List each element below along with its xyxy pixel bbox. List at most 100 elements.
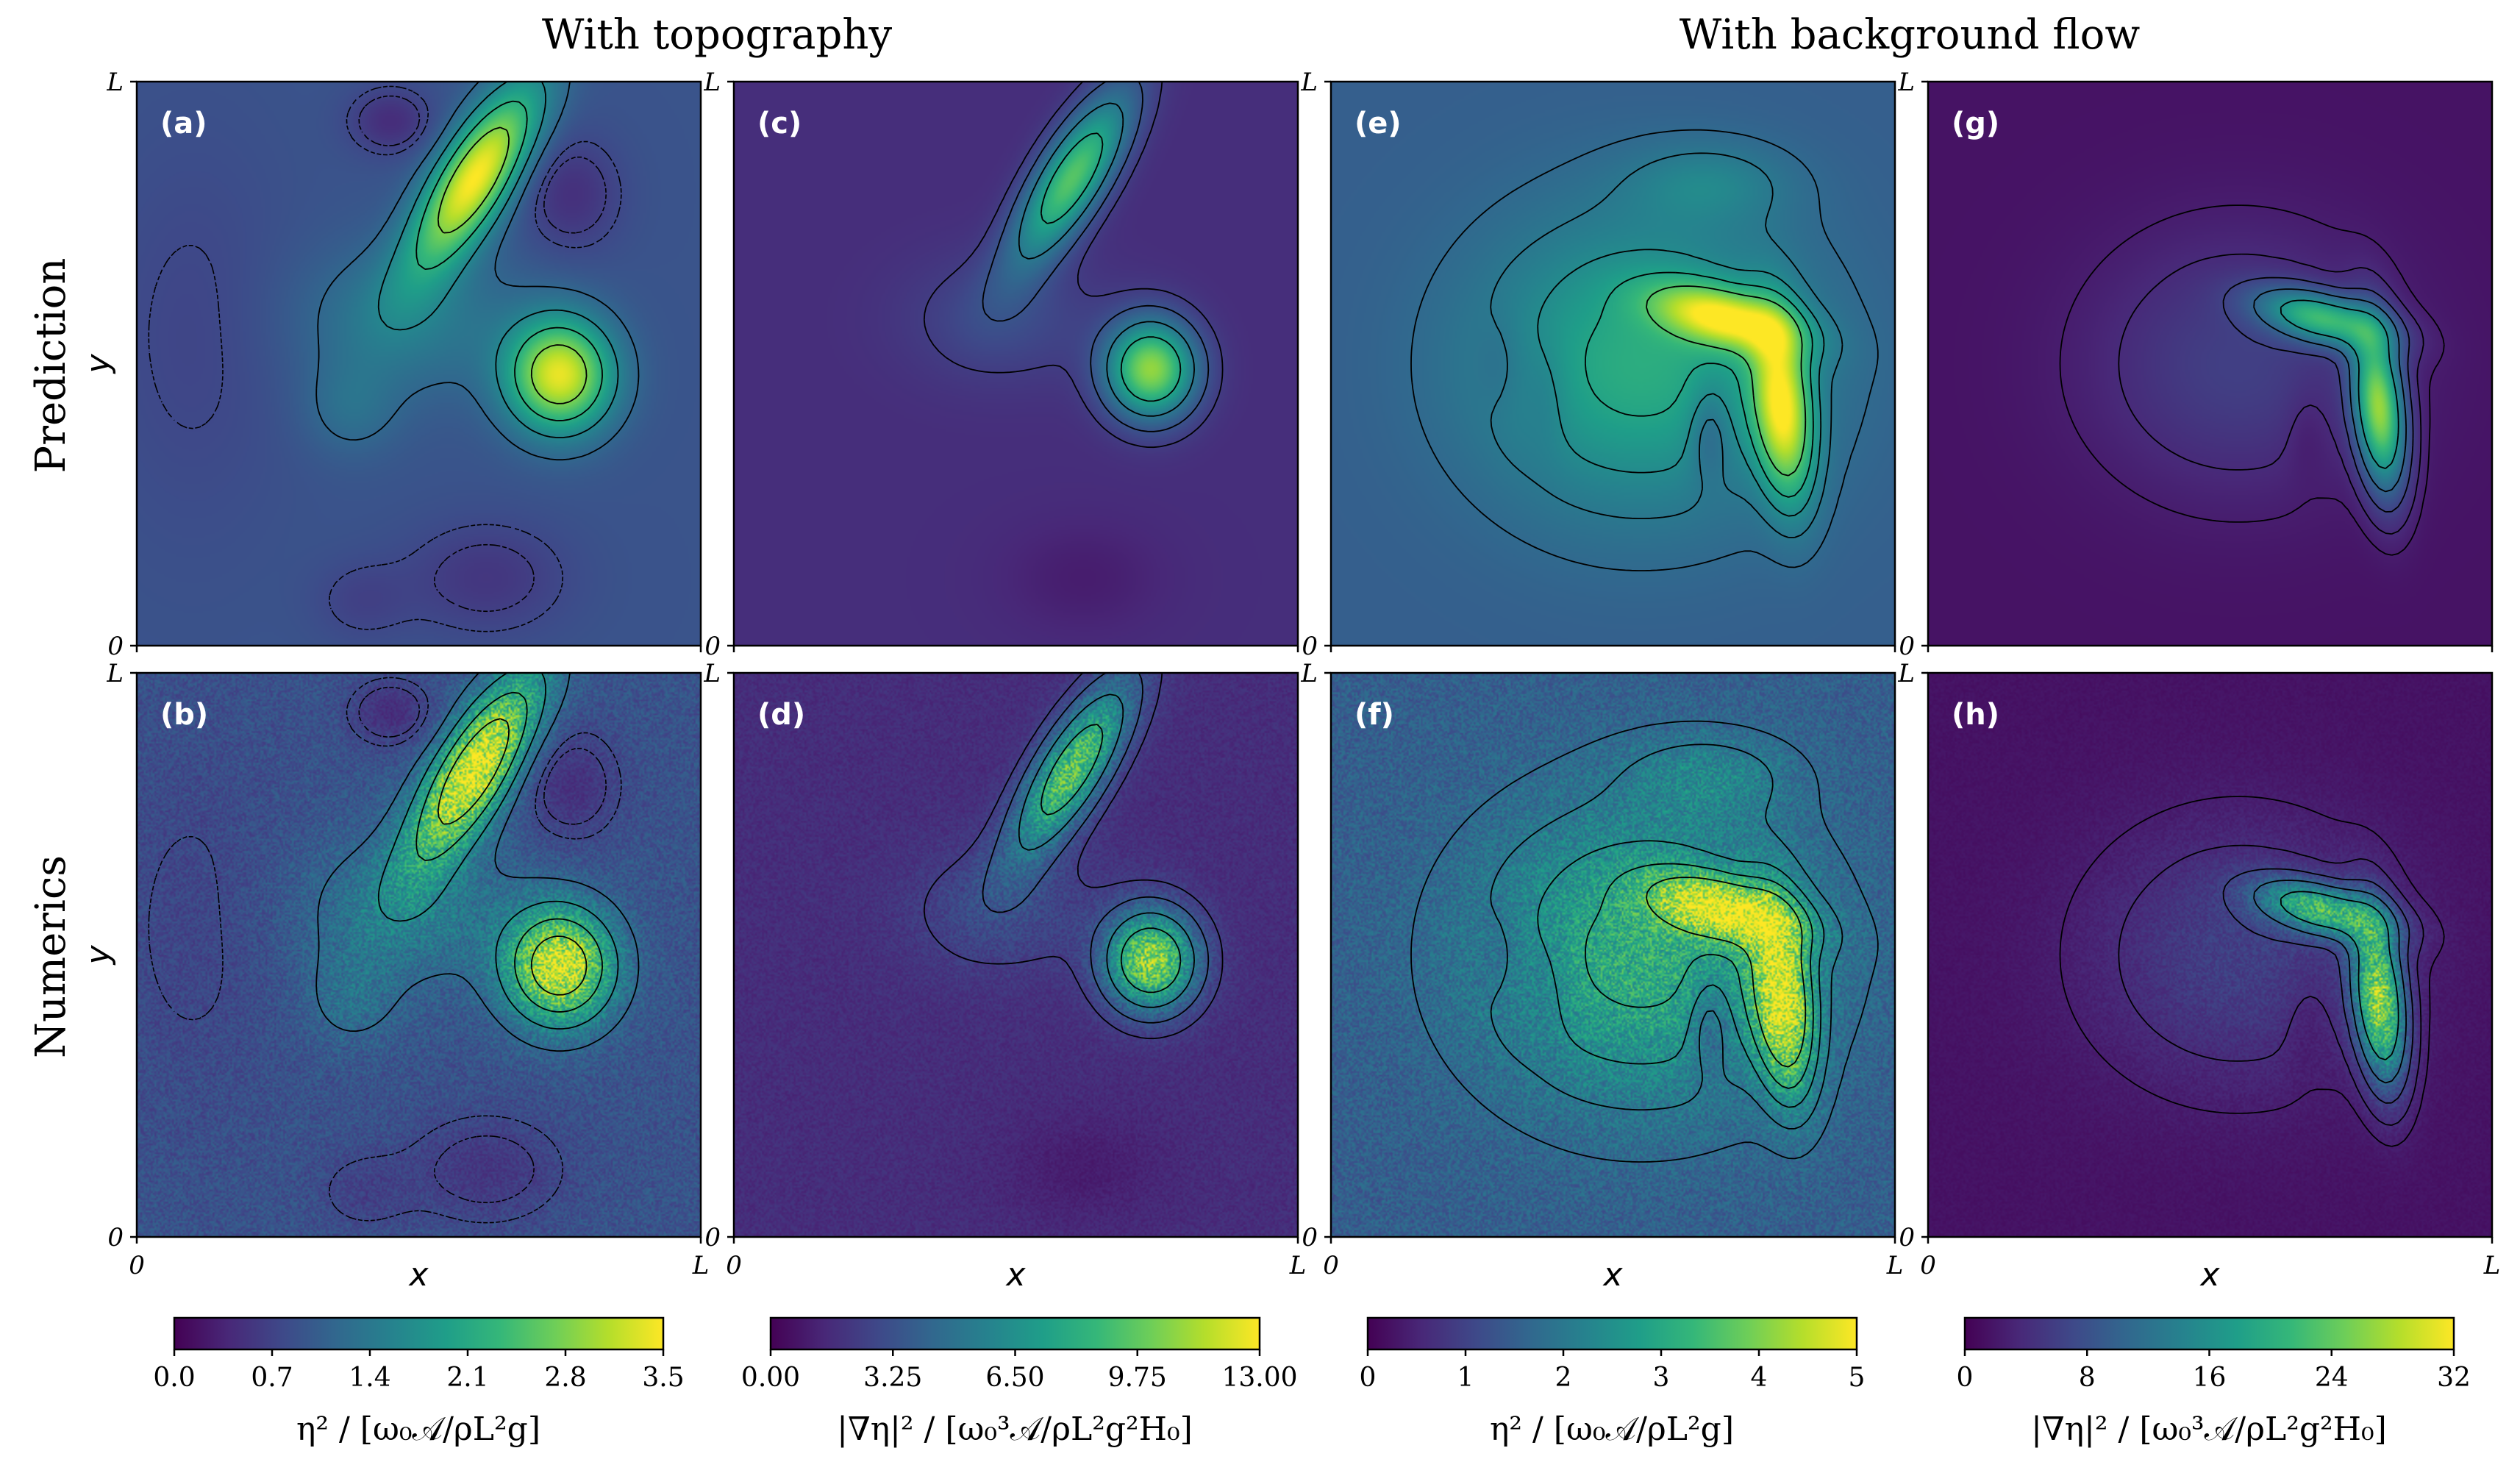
colorbar-3: 0 1 2 3 4 5 η² / [ω₀𝒜/ρL²g]: [1360, 1316, 1865, 1448]
axis-ticks: [130, 671, 702, 1244]
axis-ticks: [1921, 80, 2494, 652]
panel-frame: [732, 671, 1299, 1238]
panel-label: (g): [1952, 107, 1999, 140]
heatmap-panel-b: (b) 0 L 0 Lx y: [79, 659, 709, 1294]
colorbar-label: η² / [ω₀𝒜/ρL²g]: [1490, 1410, 1734, 1448]
colorbar-tick-labels: 0 1 2 3 4 5: [1360, 1349, 1865, 1393]
colorbar-tick-labels: 0.0 0.7 1.4 2.1 2.8 3.5: [153, 1349, 685, 1393]
x-tick-label: 0: [726, 1251, 742, 1280]
contour-line: [2118, 844, 2424, 1126]
column-title-topography: With topography: [542, 11, 893, 59]
colorbar-gradient: [769, 1316, 1261, 1351]
panel-frame: [732, 80, 1299, 647]
panel-frame: [1329, 671, 1896, 1238]
colorbar-label: |∇η|² / [ω₀³𝒜/ρL²g²H₀]: [837, 1410, 1193, 1448]
axis-ticks: [1324, 80, 1896, 652]
colorbar-gradient: [1366, 1316, 1858, 1351]
y-tick-label: 0: [1899, 632, 1915, 661]
y-axis-label: y: [79, 354, 117, 375]
contour-line: [2059, 796, 2445, 1147]
contour-line-dashed: [148, 85, 622, 632]
colorbar-gradient: [173, 1316, 665, 1351]
panel-label: (b): [160, 698, 208, 732]
contour-line: [1646, 877, 1807, 1068]
axis-ticks: [1921, 671, 2494, 1244]
panel-frame: [1927, 80, 2494, 647]
y-tick-label: 0: [704, 1223, 721, 1252]
contour-lines: [923, 81, 1224, 449]
colorbar-tick-label: 3: [1653, 1363, 1670, 1393]
x-axis-label: x: [1004, 1256, 1026, 1294]
heatmap-image: [1928, 673, 2492, 1237]
panel-label: (c): [757, 107, 802, 140]
contour-line: [2222, 868, 2414, 1104]
heatmap-image: [734, 673, 1298, 1237]
panel-frame: [1927, 671, 2494, 1238]
colorbar-tick-label: 0.0: [153, 1363, 195, 1393]
x-axis-label: x: [2199, 1256, 2220, 1294]
colorbar-tick-label: 9.75: [1108, 1363, 1167, 1393]
colorbar-tick-label: 8: [2079, 1363, 2096, 1393]
contour-line: [415, 100, 603, 421]
contour-lines: [1410, 720, 1879, 1163]
colorbar-tick-label: 3.5: [642, 1363, 684, 1393]
contour-line: [315, 672, 640, 1052]
y-tick-label: L: [1300, 68, 1318, 97]
colorbar-tick-label: 0.00: [741, 1363, 800, 1393]
colorbar-tick-labels: 0.00 3.25 6.50 9.75 13.00: [741, 1349, 1298, 1393]
contour-line: [1537, 249, 1825, 517]
contour-line: [923, 672, 1224, 1040]
contour-line: [982, 672, 1210, 1024]
y-tick-label: 0: [704, 632, 721, 661]
y-tick-label: L: [703, 659, 721, 688]
contour-line: [437, 718, 588, 996]
colorbar-tick-label: 0: [1957, 1363, 1974, 1393]
heatmap-image: [734, 82, 1298, 646]
contour-lines: [2059, 796, 2445, 1147]
panel-frame: [135, 671, 702, 1238]
colorbar-label: |∇η|² / [ω₀³𝒜/ρL²g²H₀]: [2031, 1410, 2387, 1448]
y-tick-label: L: [1897, 68, 1915, 97]
contour-line: [1537, 840, 1825, 1108]
axis-ticks: [130, 80, 702, 652]
x-tick-label: L: [2483, 1251, 2501, 1280]
y-tick-label: L: [106, 68, 124, 97]
contour-line: [2118, 253, 2424, 535]
axis-ticks: [727, 671, 1299, 1244]
y-tick-label: L: [106, 659, 124, 688]
axis-ticks: [727, 80, 1299, 652]
column-title-background-flow: With background flow: [1680, 11, 2141, 59]
contour-line: [1018, 102, 1195, 417]
contour-line: [2222, 277, 2414, 513]
y-axis-label: y: [79, 945, 117, 966]
contour-line: [1585, 863, 1814, 1089]
colorbar-tick-label: 32: [2437, 1363, 2471, 1393]
heatmap-panel-g: (g) 0 L: [1897, 68, 2494, 661]
contour-line: [1490, 152, 1843, 538]
contour-line-dashed: [358, 95, 607, 613]
contour-line: [923, 81, 1224, 449]
y-tick-label: L: [703, 68, 721, 97]
contour-line: [1410, 129, 1879, 571]
colorbar-tick-label: 16: [2193, 1363, 2227, 1393]
contour-lines: [148, 672, 640, 1224]
colorbar-tick-label: 2.8: [544, 1363, 586, 1393]
heatmap-image: [1331, 673, 1895, 1237]
colorbar-tick-label: 6.50: [985, 1363, 1044, 1393]
y-tick-label: 0: [1302, 632, 1318, 661]
heatmap-panel-d: (d) 0 L 0 Lx: [703, 659, 1306, 1294]
heatmap-panel-c: (c) 0 L: [703, 68, 1299, 661]
y-tick-label: 0: [1899, 1223, 1915, 1252]
heatmap-panel-f: (f) 0 L 0 Lx: [1300, 659, 1903, 1294]
contour-line: [377, 672, 619, 1030]
contour-line-dashed: [148, 677, 622, 1224]
colorbar-label: η² / [ω₀𝒜/ρL²g]: [296, 1410, 540, 1448]
contour-line: [982, 81, 1210, 432]
colorbar-1: 0.0 0.7 1.4 2.1 2.8 3.5 η² / [ω₀𝒜/ρL²g]: [153, 1316, 685, 1448]
contour-lines: [1410, 129, 1879, 571]
panel-label: (a): [160, 107, 207, 140]
contour-line: [1410, 720, 1879, 1163]
colorbar-tick-label: 24: [2315, 1363, 2349, 1393]
heatmap-image: [137, 82, 701, 646]
